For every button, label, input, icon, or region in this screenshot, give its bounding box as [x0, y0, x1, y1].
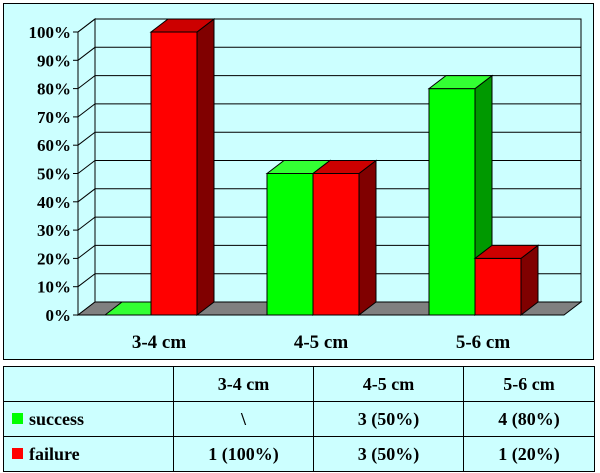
failure-legend-swatch — [12, 447, 23, 459]
success-bar-top — [427, 75, 494, 90]
y-tick-label: 0% — [46, 306, 72, 325]
x-tick-label: 3-4 cm — [132, 332, 187, 353]
failure-bar — [312, 173, 360, 316]
gridline — [77, 103, 581, 118]
data-table: 3-4 cm 4-5 cm 5-6 cm success \ 3 (50%) 4… — [3, 366, 595, 472]
y-tick-label: 50% — [37, 165, 71, 184]
table-row-failure: failure 1 (100%) 3 (50%) 1 (20%) — [3, 436, 595, 472]
table-cell: 1 (100%) — [173, 436, 314, 472]
table-header-cell: 3-4 cm — [173, 366, 314, 402]
failure-bar-top — [311, 160, 378, 174]
gridline — [77, 131, 581, 146]
y-tick-label: 10% — [37, 278, 71, 297]
failure-bar-side — [196, 17, 215, 317]
chart-panel: 0% 10% 20% 30% 40% 50% 60% 70% 80% 90% 100% 3-4 cm 4… — [3, 3, 594, 360]
y-tick-label: 70% — [37, 108, 71, 127]
gridline — [77, 18, 581, 33]
gridline — [77, 273, 581, 288]
table-cell: 1 (20%) — [463, 436, 595, 472]
y-tick-label: 100% — [29, 23, 72, 42]
gridline — [77, 160, 581, 174]
table-header-row: 3-4 cm 4-5 cm 5-6 cm — [3, 366, 595, 402]
row-label-cell: success — [3, 401, 174, 437]
row-label-cell: failure — [3, 436, 174, 472]
gridline — [77, 216, 581, 231]
y-tick-label: 30% — [37, 221, 71, 240]
table-header-cell — [3, 366, 174, 402]
y-tick-label: 20% — [37, 249, 71, 268]
row-label: success — [29, 408, 84, 429]
y-tick-label: 60% — [37, 136, 71, 155]
y-tick-label: 90% — [37, 51, 71, 70]
failure-bar — [474, 257, 522, 316]
x-tick-label: 5-6 cm — [456, 332, 511, 353]
bar-chart: 0% 10% 20% 30% 40% 50% 60% 70% 80% 90% 100% 3-4 cm 4… — [29, 17, 583, 353]
y-tick-label: 40% — [37, 193, 71, 212]
y-tick-label: 80% — [37, 80, 71, 99]
table-cell: 4 (80%) — [463, 401, 595, 437]
table-header-cell: 4-5 cm — [313, 366, 464, 402]
gridline — [77, 46, 581, 61]
gridline — [77, 188, 581, 203]
x-tick-label: 4-5 cm — [294, 332, 349, 353]
table-header-cell: 5-6 cm — [463, 366, 595, 402]
gridline — [77, 75, 581, 89]
gridline — [77, 244, 581, 259]
table-row-success: success \ 3 (50%) 4 (80%) — [3, 401, 595, 437]
success-legend-swatch — [12, 412, 23, 424]
failure-bar-top — [473, 244, 540, 259]
failure-bar — [150, 31, 198, 316]
failure-bar-top — [149, 18, 216, 33]
row-label: failure — [29, 443, 80, 464]
success-bar — [266, 173, 314, 316]
failure-bar-side — [358, 159, 377, 317]
table-cell: 3 (50%) — [313, 436, 464, 472]
table-cell: 3 (50%) — [313, 401, 464, 437]
success-bar — [428, 88, 476, 316]
table-cell: \ — [173, 401, 314, 437]
